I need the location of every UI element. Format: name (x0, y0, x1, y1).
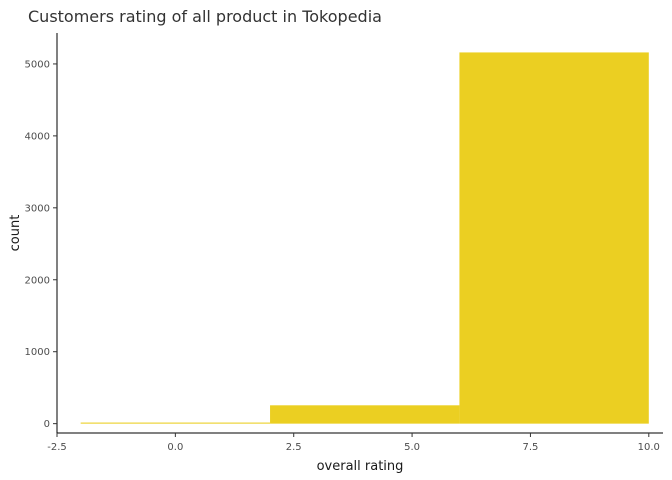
x-axis-label: overall rating (317, 459, 404, 474)
y-ticks-group: 0 1000 2000 3000 4000 5000 (25, 59, 57, 430)
histogram-bar-0 (80, 422, 271, 424)
y-tick-label: 0 (44, 419, 50, 430)
x-ticks-group: -2.5 0.0 2.5 5.0 7.5 10.0 (47, 433, 660, 453)
chart-title: Customers rating of all product in Tokop… (28, 7, 382, 26)
x-tick-label: -2.5 (47, 442, 67, 453)
bars-group (80, 52, 649, 424)
y-tick-label: 5000 (25, 59, 50, 70)
y-tick-label: 1000 (25, 347, 50, 358)
y-tick-label: 2000 (25, 275, 50, 286)
histogram-bar-2 (459, 52, 649, 424)
y-axis-label: count (8, 215, 23, 252)
x-tick-label: 5.0 (404, 442, 420, 453)
x-tick-label: 10.0 (638, 442, 660, 453)
histogram-bar-1 (270, 405, 460, 424)
y-tick-label: 4000 (25, 131, 50, 142)
x-tick-label: 0.0 (167, 442, 183, 453)
y-tick-label: 3000 (25, 203, 50, 214)
x-tick-label: 7.5 (522, 442, 538, 453)
x-tick-label: 2.5 (286, 442, 302, 453)
